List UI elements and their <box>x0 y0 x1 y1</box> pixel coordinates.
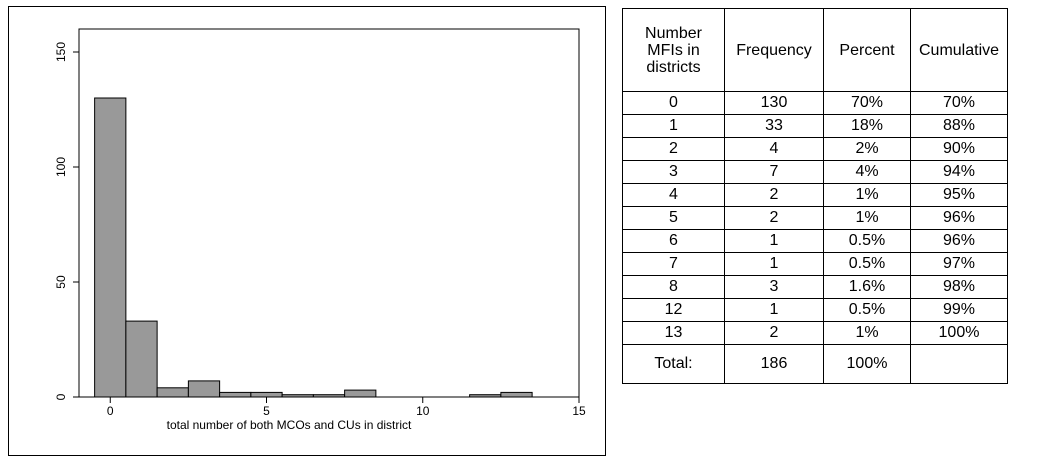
cell-cumulative: 96% <box>910 229 1008 253</box>
table-row: 8 3 1.6% 98% <box>622 275 1008 299</box>
cell-cumulative: 99% <box>910 298 1008 322</box>
table-row: 6 1 0.5% 96% <box>622 229 1008 253</box>
y-tick-label: 0 <box>54 393 68 400</box>
cell-number: 2 <box>622 137 725 161</box>
cell-percent: 1% <box>823 183 911 207</box>
cell-frequency: 2 <box>724 183 824 207</box>
cell-cumulative: 94% <box>910 160 1008 184</box>
cell-cumulative: 88% <box>910 114 1008 138</box>
table-row: 7 1 0.5% 97% <box>622 252 1008 276</box>
table-row: 0 130 70% 70% <box>622 91 1008 115</box>
histogram-bar <box>312 394 346 398</box>
table-row: 5 2 1% 96% <box>622 206 1008 230</box>
histogram-bar <box>469 394 502 398</box>
header-frequency: Frequency <box>724 8 824 92</box>
cell-percent: 0.5% <box>823 252 911 276</box>
cell-number: 5 <box>622 206 725 230</box>
cell-frequency: 1 <box>724 252 824 276</box>
total-percent: 100% <box>823 344 911 384</box>
y-tick-label: 150 <box>54 42 68 62</box>
cell-cumulative: 90% <box>910 137 1008 161</box>
cell-percent: 18% <box>823 114 911 138</box>
cell-percent: 4% <box>823 160 911 184</box>
cell-percent: 1% <box>823 321 911 345</box>
cell-percent: 0.5% <box>823 229 911 253</box>
cell-cumulative: 97% <box>910 252 1008 276</box>
histogram-bar <box>219 391 252 398</box>
cell-frequency: 2 <box>724 206 824 230</box>
table-header-row: Number MFIs in districts Frequency Perce… <box>622 8 1008 92</box>
frequency-table: Number MFIs in districts Frequency Perce… <box>622 8 1008 384</box>
histogram-bar <box>187 380 221 398</box>
cell-percent: 2% <box>823 137 911 161</box>
table-row: 13 2 1% 100% <box>622 321 1008 345</box>
cell-frequency: 33 <box>724 114 824 138</box>
cell-frequency: 4 <box>724 137 824 161</box>
histogram-bar <box>156 387 189 398</box>
header-percent: Percent <box>823 8 911 92</box>
cell-percent: 1% <box>823 206 911 230</box>
y-tick-label: 50 <box>54 275 68 289</box>
histogram-panel: 0 5 10 15 0 50 100 150 total number of both MCOs… <box>8 6 606 456</box>
table-row: 3 7 4% 94% <box>622 160 1008 184</box>
header-cumulative: Cumulative <box>910 8 1008 92</box>
x-tick-label: 10 <box>416 404 430 418</box>
cell-number: 7 <box>622 252 725 276</box>
cell-frequency: 1 <box>724 229 824 253</box>
cell-number: 13 <box>622 321 725 345</box>
cell-number: 6 <box>622 229 725 253</box>
histogram-bar <box>500 391 533 398</box>
cell-number: 12 <box>622 298 725 322</box>
total-label: Total: <box>622 344 725 384</box>
table-row: 4 2 1% 95% <box>622 183 1008 207</box>
cell-number: 4 <box>622 183 725 207</box>
x-tick-label: 0 <box>107 404 114 418</box>
cell-percent: 70% <box>823 91 911 115</box>
table-row: 1 33 18% 88% <box>622 114 1008 138</box>
table-row: 12 1 0.5% 99% <box>622 298 1008 322</box>
table-row: 2 4 2% 90% <box>622 137 1008 161</box>
histogram-bar <box>281 394 314 398</box>
total-cumulative <box>910 344 1008 384</box>
cell-percent: 0.5% <box>823 298 911 322</box>
x-tick-label: 15 <box>572 404 586 418</box>
cell-number: 8 <box>622 275 725 299</box>
cell-number: 0 <box>622 91 725 115</box>
cell-cumulative: 96% <box>910 206 1008 230</box>
cell-cumulative: 70% <box>910 91 1008 115</box>
cell-frequency: 7 <box>724 160 824 184</box>
cell-cumulative: 98% <box>910 275 1008 299</box>
cell-frequency: 2 <box>724 321 824 345</box>
cell-frequency: 130 <box>724 91 824 115</box>
cell-percent: 1.6% <box>823 275 911 299</box>
cell-number: 1 <box>622 114 725 138</box>
table-total-row: Total: 186 100% <box>622 344 1008 384</box>
histogram-bar <box>250 391 283 398</box>
histogram-bar <box>125 320 158 398</box>
x-tick-label: 5 <box>263 404 270 418</box>
cell-frequency: 3 <box>724 275 824 299</box>
cell-cumulative: 95% <box>910 183 1008 207</box>
histogram-bar <box>94 97 127 398</box>
x-axis-title: total number of both MCOs and CUs in dis… <box>167 418 412 432</box>
cell-number: 3 <box>622 160 725 184</box>
y-tick-label: 100 <box>54 157 68 177</box>
total-frequency: 186 <box>724 344 824 384</box>
cell-frequency: 1 <box>724 298 824 322</box>
cell-cumulative: 100% <box>910 321 1008 345</box>
header-number-mfis: Number MFIs in districts <box>622 8 725 92</box>
histogram-bar <box>344 389 377 398</box>
